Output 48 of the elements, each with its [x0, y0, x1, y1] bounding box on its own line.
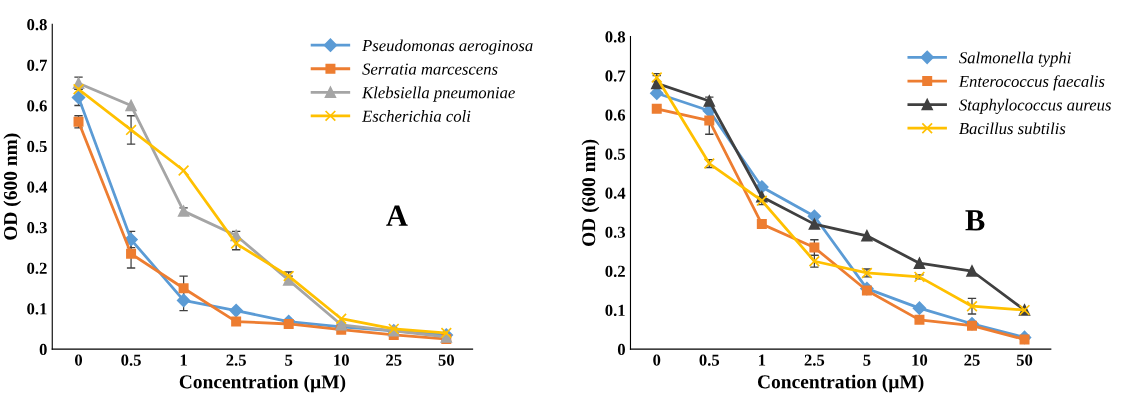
x-tick-label: 50	[1016, 354, 1033, 366]
y-tick-label: 0.8	[605, 31, 626, 43]
x-tick-label: 1	[759, 354, 766, 366]
x-axis-title: Concentration (µM)	[179, 374, 346, 393]
legend-label: Bacillus subtilis	[959, 122, 1066, 135]
annotation: B	[965, 210, 985, 231]
y-axis-title: OD (600 nm)	[581, 139, 600, 246]
y-tick-label: 0.8	[27, 19, 47, 31]
y-tick-label: 0.2	[605, 265, 625, 278]
x-tick-label: 5	[863, 354, 871, 366]
y-tick-label: 0	[617, 343, 625, 356]
x-tick-label: 0	[653, 354, 661, 366]
x-axis-title: Concentration (µM)	[757, 374, 924, 393]
annotation: A	[386, 205, 408, 226]
y-tick-label: 0.3	[605, 226, 626, 238]
x-tick-label: 0	[74, 354, 83, 366]
y-tick-label: 0.6	[605, 109, 626, 121]
legend-label: Salmonella typhi	[959, 51, 1071, 67]
legend-label: Enterococcus faecalis	[958, 75, 1105, 91]
y-tick-label: 0.5	[27, 140, 47, 153]
x-tick-label: 1	[180, 354, 187, 366]
legend-label: Serratia marcescens	[362, 63, 498, 75]
x-tick-label: 25	[964, 354, 980, 366]
x-tick-label: 50	[438, 354, 454, 366]
legend-label: Klebsiella pneumoniae	[361, 86, 515, 102]
x-tick-label: 10	[334, 354, 349, 366]
y-tick-label: 0.4	[605, 187, 626, 199]
x-tick-label: 5	[285, 354, 293, 366]
x-tick-label: 10	[912, 354, 928, 366]
x-tick-label: 0.5	[699, 354, 720, 366]
x-tick-label: 25	[386, 354, 402, 366]
y-tick-label: 0	[39, 343, 47, 356]
y-tick-label: 0.3	[27, 222, 47, 234]
y-tick-label: 0.4	[27, 181, 48, 193]
y-tick-label: 0.7	[27, 59, 47, 71]
y-tick-label: 0.2	[27, 262, 47, 274]
x-tick-label: 0.5	[121, 354, 141, 366]
x-tick-label: 2.5	[226, 354, 246, 366]
y-tick-label: 0.6	[27, 100, 47, 112]
y-tick-label: 0.1	[605, 304, 625, 317]
y-tick-label: 0.1	[27, 303, 47, 315]
x-tick-label: 2.5	[804, 354, 825, 366]
legend-label: Staphylococcus aureus	[959, 98, 1111, 115]
y-tick-label: 0.7	[605, 70, 626, 82]
y-axis-title: OD (600 nm)	[3, 133, 22, 240]
legend-label: Escherichia coli	[361, 110, 471, 122]
legend-label: Pseudomonas aeroginosa	[362, 39, 533, 55]
y-tick-label: 0.5	[605, 148, 626, 160]
